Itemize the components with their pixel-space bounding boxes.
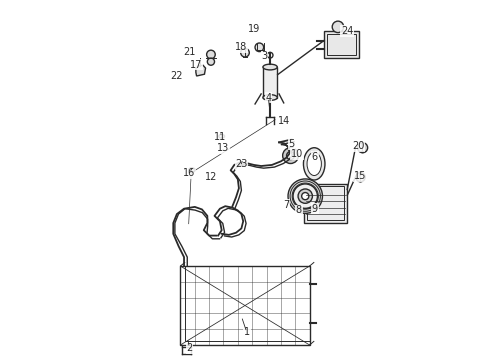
Circle shape [287,152,294,159]
Bar [185,266,310,341]
Ellipse shape [219,134,224,138]
Circle shape [255,43,264,51]
Bar [307,186,344,220]
Text: 18: 18 [235,42,247,52]
Circle shape [267,52,273,58]
Text: 22: 22 [171,71,183,81]
Text: 8: 8 [296,206,302,216]
Circle shape [207,58,215,65]
Circle shape [207,50,215,59]
Circle shape [298,189,313,203]
Text: 14: 14 [278,116,291,126]
Text: 16: 16 [183,168,196,178]
Polygon shape [196,65,205,76]
Bar [304,184,347,223]
Ellipse shape [239,162,245,166]
Text: 15: 15 [354,171,366,181]
Bar [263,67,277,98]
Text: 6: 6 [312,152,318,162]
Text: 13: 13 [218,143,230,153]
Circle shape [332,21,343,33]
Ellipse shape [307,152,321,176]
Bar [327,34,356,55]
Text: 11: 11 [214,132,226,142]
Ellipse shape [263,64,277,70]
Circle shape [241,48,249,57]
Text: 1: 1 [244,327,250,337]
Circle shape [288,179,322,213]
Ellipse shape [263,95,277,100]
Text: 5: 5 [289,139,295,149]
Text: 4: 4 [265,93,271,103]
Circle shape [356,172,365,182]
Circle shape [358,143,368,153]
Text: 3: 3 [262,51,268,61]
Text: 19: 19 [248,24,260,35]
Circle shape [293,184,318,208]
Circle shape [283,148,298,163]
Ellipse shape [303,148,325,180]
Text: 24: 24 [341,26,353,36]
Text: 21: 21 [183,46,196,57]
Ellipse shape [189,168,195,172]
Circle shape [302,193,309,200]
Bar [180,266,310,345]
Text: 2: 2 [186,343,193,353]
Text: 23: 23 [235,159,247,169]
Text: 7: 7 [283,200,290,210]
Text: 10: 10 [291,149,303,159]
Text: 12: 12 [205,172,217,182]
Text: 17: 17 [191,59,203,69]
Bar [324,31,359,58]
Text: 9: 9 [312,204,318,214]
Text: 20: 20 [352,141,364,151]
